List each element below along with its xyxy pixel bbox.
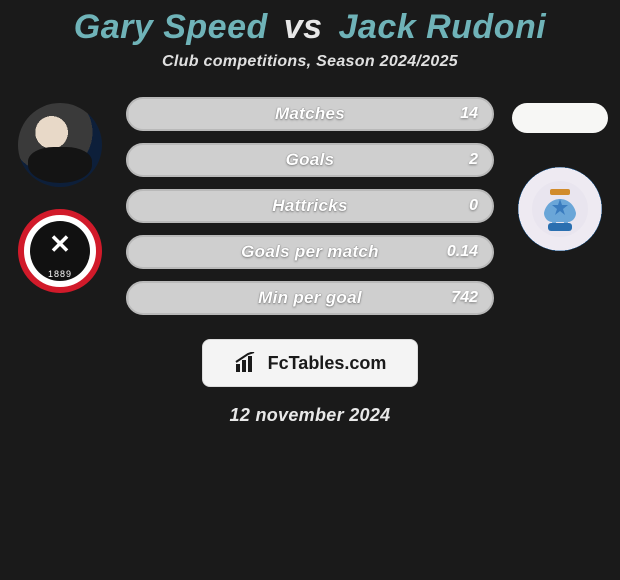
page-title: Gary Speed vs Jack Rudoni: [0, 8, 620, 47]
right-column: [500, 97, 620, 251]
bar-goals-per-match: Goals per match 0.14: [126, 235, 494, 269]
player1-avatar: [18, 103, 102, 187]
stat-bars: Matches 14 Goals 2 Hattricks 0 Goals per…: [120, 97, 500, 315]
bar-matches: Matches 14: [126, 97, 494, 131]
bar-value-right: 14: [460, 99, 478, 129]
elephant-crest-icon: [530, 179, 590, 239]
main-row: 1889 Matches 14 Goals 2 Hattricks 0 Goal…: [0, 97, 620, 315]
player2-name: Jack Rudoni: [339, 8, 547, 46]
subtitle: Club competitions, Season 2024/2025: [0, 53, 620, 71]
bar-label: Goals: [128, 145, 492, 175]
crest-year: 1889: [24, 269, 96, 279]
bar-min-per-goal: Min per goal 742: [126, 281, 494, 315]
bar-goals: Goals 2: [126, 143, 494, 177]
left-column: 1889: [0, 97, 120, 293]
player2-avatar: [512, 103, 608, 133]
bar-value-right: 0.14: [447, 237, 478, 267]
vs-label: vs: [284, 8, 323, 46]
brand-text: FcTables.com: [268, 353, 387, 374]
date-line: 12 november 2024: [0, 405, 620, 426]
player2-club-crest: [518, 167, 602, 251]
player1-name: Gary Speed: [74, 8, 268, 46]
bar-value-right: 2: [469, 145, 478, 175]
comparison-card: Gary Speed vs Jack Rudoni Club competiti…: [0, 0, 620, 426]
bar-label: Goals per match: [128, 237, 492, 267]
bar-hattricks: Hattricks 0: [126, 189, 494, 223]
chart-icon: [234, 352, 260, 374]
bar-value-right: 0: [469, 191, 478, 221]
player1-club-crest: 1889: [18, 209, 102, 293]
brand-badge[interactable]: FcTables.com: [202, 339, 418, 387]
bar-value-right: 742: [451, 283, 478, 313]
bar-label: Matches: [128, 99, 492, 129]
bar-label: Hattricks: [128, 191, 492, 221]
bar-label: Min per goal: [128, 283, 492, 313]
